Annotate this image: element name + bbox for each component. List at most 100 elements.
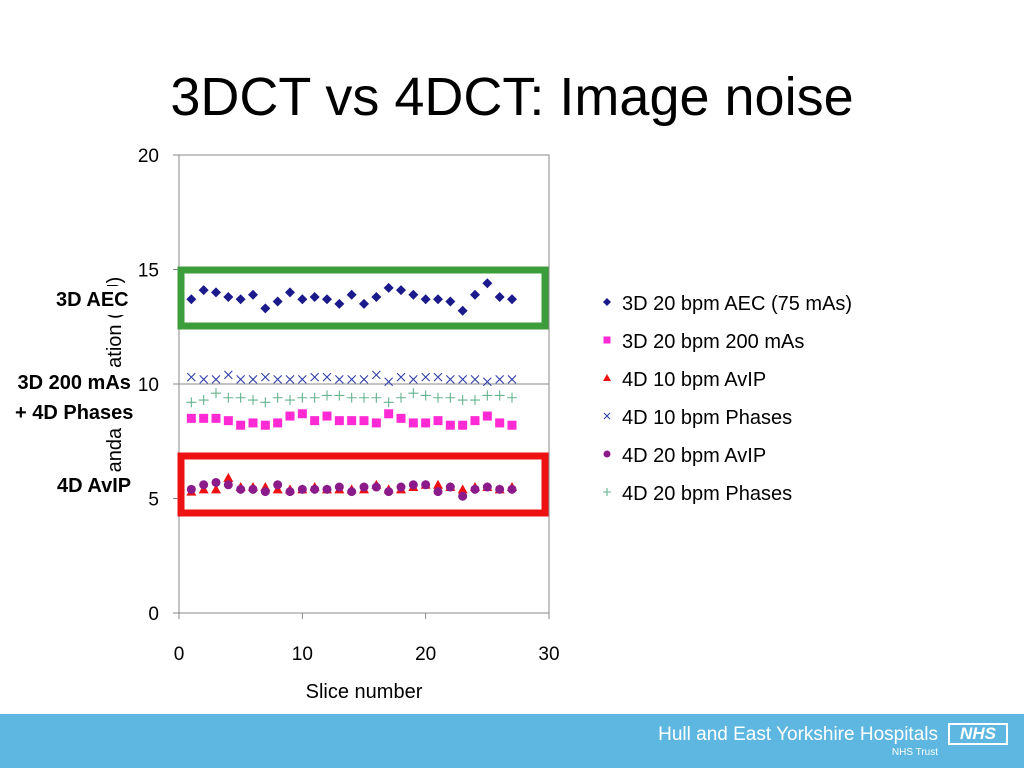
data-point-series-4: [470, 484, 480, 494]
data-point-series-4: [199, 480, 209, 490]
data-point-series-5: [272, 392, 283, 403]
legend-marker-1: [603, 336, 611, 344]
data-point-series-5: [359, 392, 369, 403]
data-point-series-3: [285, 375, 295, 384]
data-point-series-5: [211, 388, 221, 399]
data-point-series-0: [433, 294, 443, 305]
data-point-series-0: [383, 282, 394, 293]
y-tick-label: 5: [148, 490, 159, 511]
data-point-series-4: [507, 484, 517, 494]
data-point-series-5: [309, 392, 320, 403]
data-point-series-1: [248, 418, 258, 428]
legend-marker-5: [603, 488, 611, 496]
data-point-series-4: [433, 487, 443, 497]
slide-title: 3DCT vs 4DCT: Image noise: [170, 67, 854, 127]
data-point-series-3: [408, 375, 418, 384]
org-sub: NHS Trust: [891, 747, 938, 758]
data-point-series-3: [236, 375, 246, 384]
data-point-series-0: [420, 294, 431, 305]
data-point-series-5: [186, 397, 197, 408]
data-point-series-0: [445, 296, 456, 307]
data-point-series-5: [334, 390, 345, 401]
legend-marker-4: [603, 450, 611, 458]
data-point-series-1: [199, 413, 209, 423]
data-point-series-5: [470, 395, 480, 406]
data-point-series-1: [310, 416, 320, 426]
data-point-series-5: [457, 395, 468, 406]
data-point-series-4: [223, 480, 233, 490]
data-point-series-0: [211, 287, 221, 298]
data-point-series-0: [285, 287, 295, 298]
data-point-series-0: [223, 291, 234, 302]
data-point-series-3: [507, 375, 517, 384]
data-point-series-1: [408, 418, 418, 428]
data-point-series-1: [384, 409, 394, 419]
data-point-series-3: [310, 372, 320, 382]
data-point-series-4: [396, 482, 406, 492]
data-point-series-0: [322, 294, 332, 305]
data-point-series-2: [211, 484, 221, 494]
data-point-series-5: [507, 392, 517, 403]
legend-label-2: 4D 10 bpm AvIP: [622, 369, 766, 391]
legend-label-4: 4D 20 bpm AvIP: [622, 445, 766, 467]
data-point-series-1: [396, 413, 406, 423]
legend-label-3: 4D 10 bpm Phases: [622, 407, 792, 429]
data-point-series-3: [297, 375, 307, 384]
data-point-series-1: [371, 418, 381, 428]
y-tick-label: 10: [138, 375, 159, 396]
footer-bar: Hull and East Yorkshire Hospitals NHS Tr…: [0, 714, 1024, 768]
data-point-series-1: [507, 420, 517, 430]
data-point-series-1: [334, 416, 344, 426]
data-point-series-0: [272, 296, 283, 307]
data-point-series-2: [457, 484, 468, 494]
data-point-series-0: [470, 289, 480, 300]
data-point-series-3: [186, 372, 196, 382]
data-point-series-3: [347, 375, 357, 384]
data-point-series-4: [408, 480, 418, 490]
data-point-series-3: [322, 372, 332, 382]
data-point-series-0: [507, 294, 517, 305]
data-point-series-5: [482, 390, 493, 401]
data-point-series-1: [285, 411, 295, 421]
data-point-series-4: [359, 482, 369, 492]
data-point-series-4: [310, 484, 320, 494]
annotation-3d-200mas-4d-phases: 3D 200 mAs + 4D Phases: [13, 368, 136, 428]
data-point-series-0: [186, 294, 197, 305]
legend-marker-0: [603, 298, 611, 306]
x-axis-label: Slice number: [306, 681, 423, 703]
data-point-series-3: [396, 372, 406, 382]
y-tick-label: 15: [138, 261, 159, 282]
data-point-series-0: [309, 291, 320, 302]
data-point-series-4: [495, 484, 505, 494]
data-point-series-4: [248, 484, 258, 494]
data-point-series-0: [482, 278, 493, 289]
annotation-4d-avip: 4D AvIP: [55, 472, 134, 501]
legend-label-1: 3D 20 bpm 200 mAs: [622, 331, 804, 353]
data-point-series-3: [445, 375, 455, 384]
data-point-series-4: [445, 482, 455, 492]
data-point-series-0: [297, 294, 308, 305]
data-point-series-4: [384, 487, 394, 497]
data-point-series-1: [273, 418, 283, 428]
data-point-series-1: [186, 413, 196, 423]
org-name: Hull and East Yorkshire Hospitals: [658, 724, 938, 745]
data-point-series-5: [433, 392, 443, 403]
data-point-series-4: [297, 484, 307, 494]
data-point-series-3: [470, 375, 480, 384]
data-point-series-4: [186, 484, 196, 494]
data-point-series-0: [334, 298, 345, 309]
data-point-series-4: [322, 484, 332, 494]
data-point-series-4: [236, 484, 246, 494]
data-point-series-3: [482, 377, 492, 387]
data-point-series-1: [223, 416, 233, 426]
data-point-series-5: [297, 392, 308, 403]
data-point-series-5: [346, 392, 357, 403]
data-point-series-5: [322, 390, 332, 401]
nhs-logo: NHS: [948, 723, 1008, 745]
data-point-series-4: [371, 482, 381, 492]
legend-label-0: 3D 20 bpm AEC (75 mAs): [622, 293, 852, 315]
data-point-series-1: [260, 420, 270, 430]
data-point-series-0: [235, 294, 246, 305]
data-point-series-0: [494, 291, 505, 302]
